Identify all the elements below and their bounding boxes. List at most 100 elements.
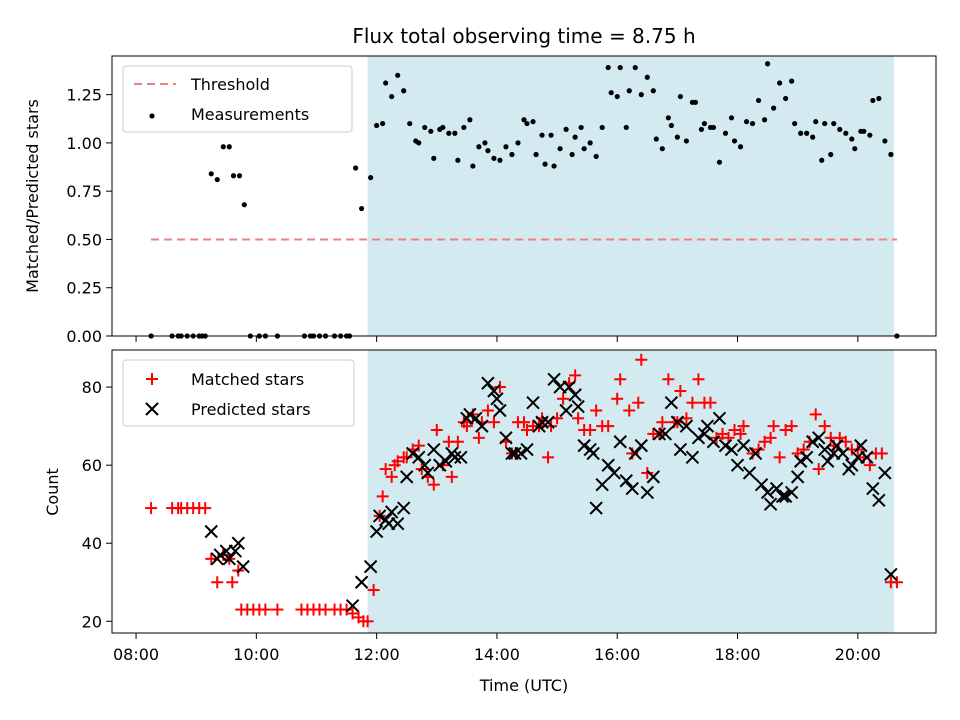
predicted-star-point [481,376,495,390]
y-tick-label: 0.50 [66,230,102,249]
top-legend: Threshold Measurements [122,65,353,133]
measurement-point [665,115,671,121]
top-x-ticks [135,336,859,342]
measurement-point [214,176,220,183]
predicted-star-point [830,438,844,453]
measurement-point [819,157,825,163]
legend-measurements-label: Measurements [191,105,309,124]
measurement-point [503,144,509,150]
measurement-point [407,120,413,127]
top-y-axis-label: Matched/Predicted stars [23,99,42,293]
predicted-star-point [400,470,414,484]
matched-star-point [773,451,786,464]
predicted-star-point [700,419,715,433]
measurement-point [578,124,584,131]
matched-star-point [472,431,485,444]
matched-star-point [614,373,627,386]
bottom-y-ticks: 20 40 60 80 [82,378,112,631]
matched-star-point [385,470,398,483]
measurement-point [888,151,894,158]
predicted-star-point [712,411,727,426]
measurement-point [352,165,359,171]
predicted-star-point [854,438,868,453]
measurement-point [677,93,683,100]
matched-star-point [662,373,675,386]
matched-star-point [400,451,413,464]
predicted-star-point [448,450,462,465]
predicted-star-point [640,485,655,500]
measurement-point [650,88,656,94]
predicted-star-point [547,372,561,386]
predicted-star-point [652,427,667,441]
legend-matched-swatch [146,373,158,385]
predicted-star-point [490,392,504,406]
matched-star-point [493,381,506,394]
measurement-point [374,122,380,129]
y-tick-label: 40 [82,534,102,553]
legend-measurements-swatch [149,113,155,119]
measurement-point [701,120,708,127]
measurement-point [813,119,819,125]
matched-star-point [785,420,798,433]
measurement-point [368,175,374,181]
predicted-star-point [493,403,507,418]
measurement-point [395,72,401,78]
predicted-star-point [742,466,757,480]
matched-star-point [602,420,615,433]
measurement-point [870,97,876,104]
y-tick-label: 60 [82,456,102,475]
measurement-point [401,88,407,94]
predicted-star-point [685,450,700,465]
predicted-star-point [463,407,477,422]
matched-star-point [674,384,687,397]
matched-star-point [211,576,224,589]
x-tick-label: 20:00 [835,645,881,664]
predicted-star-point [595,477,609,492]
top-axes-frame [111,55,937,337]
measurement-point [861,128,867,134]
predicted-star-point [589,501,603,515]
bottom-axes-frame [111,349,937,634]
x-tick-label: 18:00 [714,645,760,664]
measurement-point [485,148,491,154]
top-y-ticks: 0.00 0.25 0.50 0.75 1.00 1.25 [66,86,112,346]
measurement-point [236,173,243,179]
predicted-star-point [821,454,835,468]
y-tick-label: 1.00 [66,134,102,153]
measurement-point [798,130,804,136]
y-tick-label: 0.75 [66,182,102,201]
predicted-star-point [658,427,673,441]
measurement-point [632,64,638,71]
matched-star-point [767,420,780,433]
measurement-point [548,132,554,138]
predicted-star-point [568,388,582,402]
matched-star-point [518,416,530,429]
matched-star-point [818,420,831,433]
predicted-star-point [625,481,639,496]
measurement-point [563,126,569,132]
measurement-point [208,171,214,177]
predicted-star-point [499,431,513,445]
measurement-point [792,120,798,127]
measurement-point [659,146,665,152]
matched-star-point [632,396,645,409]
matched-star-point [259,603,272,616]
matched-star-point [376,490,389,503]
measurement-point [644,74,650,80]
matched-star-point [737,420,750,433]
predicted-star-point [784,485,799,500]
measurement-point [533,151,539,158]
matched-star-point [145,502,158,515]
matched-star-point [430,424,443,437]
measurement-point [668,122,674,129]
bottom-x-ticks: 08:00 10:00 12:00 14:00 16:00 18:00 20:00 [113,633,881,664]
measurement-point [431,155,437,161]
predicted-star-point [805,435,820,449]
matched-star-point [812,463,825,476]
measurement-point [530,119,536,125]
measurement-point [509,151,515,158]
predicted-star-point [670,415,685,429]
matched-star-point [557,392,570,405]
measurement-point [467,117,473,123]
